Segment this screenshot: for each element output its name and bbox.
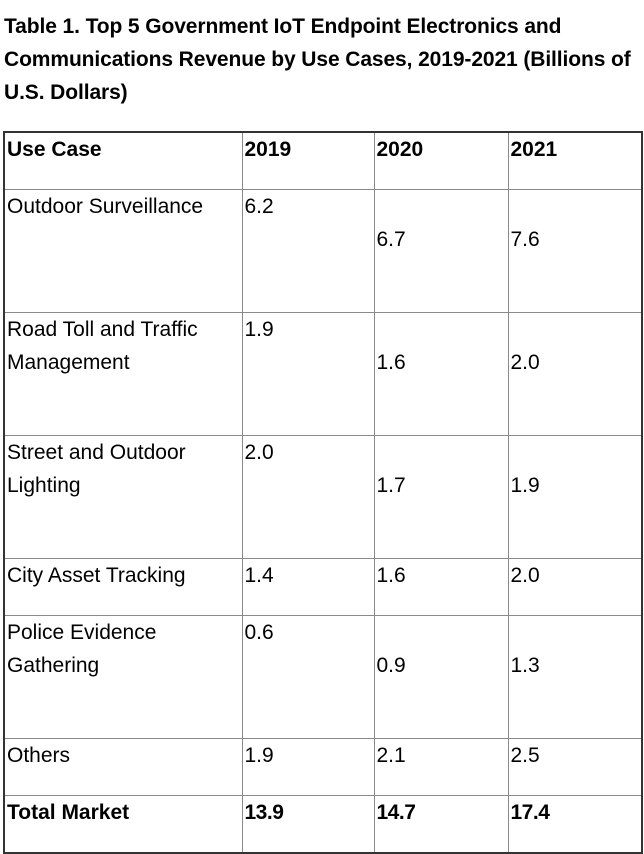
table-title: Table 1. Top 5 Government IoT Endpoint E… [4,15,631,104]
table-row: Street and Outdoor Lighting 2.0 1.7 1.9 [3,435,643,559]
value-2021: 2.0 [507,312,643,436]
use-case-cell: Road Toll and Traffic Management [3,312,243,436]
header-2021: 2021 [507,131,643,190]
value-2019: 2.0 [241,435,375,559]
table-header-row: Use Case 2019 2020 2021 [3,131,643,190]
table-row: Outdoor Surveillance 6.2 6.7 7.6 [3,189,643,313]
total-2021: 17.4 [507,795,643,854]
use-case-cell: Street and Outdoor Lighting [3,435,243,559]
value-2021: 1.3 [507,615,643,739]
total-2020: 14.7 [373,795,509,854]
header-2019: 2019 [241,131,375,190]
use-case-cell: Outdoor Surveillance [3,189,243,313]
value-2021: 2.5 [507,738,643,796]
value-2019: 1.9 [241,738,375,796]
value-2019: 6.2 [241,189,375,313]
value-2021: 7.6 [507,189,643,313]
table-row: Others 1.9 2.1 2.5 [3,738,643,796]
revenue-table: Use Case 2019 2020 2021 Outdoor Surveill… [3,131,643,854]
total-row: Total Market 13.9 14.7 17.4 [3,795,643,854]
header-2020: 2020 [373,131,509,190]
table-row: Police Evidence Gathering 0.6 0.9 1.3 [3,615,643,739]
value-2020: 1.6 [373,312,509,436]
value-2021: 1.9 [507,435,643,559]
value-2020: 1.6 [373,558,509,616]
value-2020: 2.1 [373,738,509,796]
use-case-cell: Police Evidence Gathering [3,615,243,739]
total-label: Total Market [3,795,243,854]
table-row: City Asset Tracking 1.4 1.6 2.0 [3,558,643,616]
value-2020: 1.7 [373,435,509,559]
value-2020: 0.9 [373,615,509,739]
value-2020: 6.7 [373,189,509,313]
use-case-cell: City Asset Tracking [3,558,243,616]
header-use-case: Use Case [3,131,243,190]
value-2019: 1.4 [241,558,375,616]
total-2019: 13.9 [241,795,375,854]
table-row: Road Toll and Traffic Management 1.9 1.6… [3,312,643,436]
use-case-cell: Others [3,738,243,796]
value-2021: 2.0 [507,558,643,616]
value-2019: 0.6 [241,615,375,739]
value-2019: 1.9 [241,312,375,436]
